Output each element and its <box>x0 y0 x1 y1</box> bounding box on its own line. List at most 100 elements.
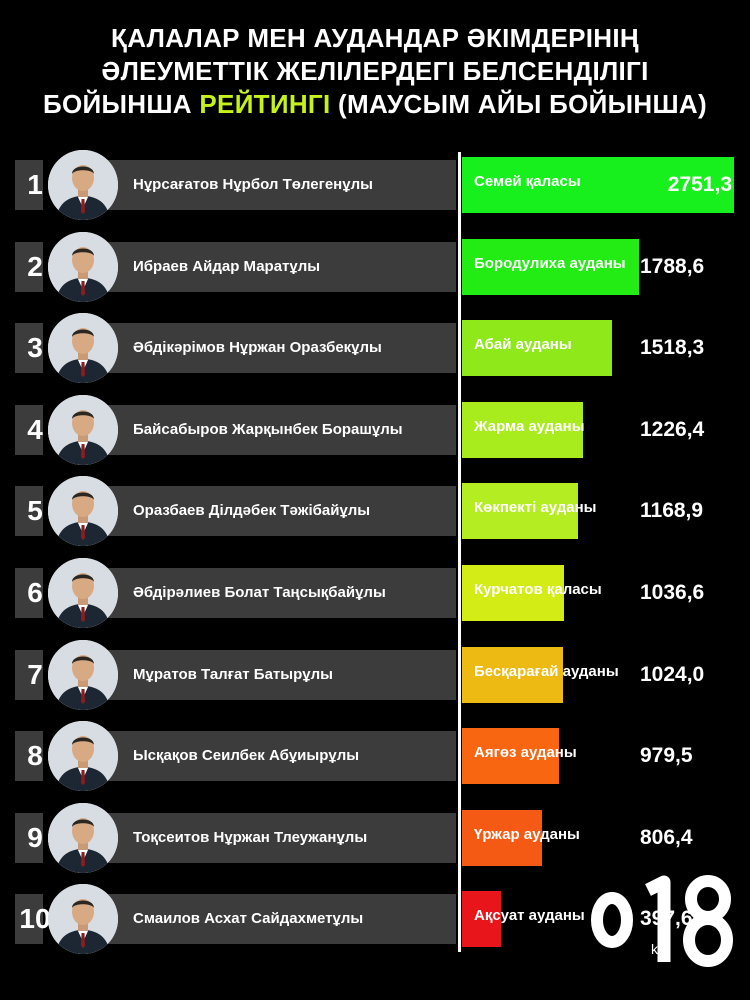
ranking-row: 3 Әбдікәрімов Нұржан Оразбекұлы Абай аудан… <box>0 313 750 383</box>
name-box <box>76 405 456 455</box>
district-label: Үржар ауданы <box>474 826 580 843</box>
rank-box <box>15 568 43 618</box>
rank-number: 10 <box>19 903 51 934</box>
ranking-row: 9 Тоқсеитов Нұржан Тлеужанұлы Үржар ауданы… <box>0 803 750 873</box>
logo-suffix: kz <box>651 941 665 957</box>
person-icon <box>48 803 118 873</box>
title-highlight: РЕЙТИНГІ <box>199 89 331 119</box>
value-label: 1024,0 <box>640 663 705 686</box>
chart-title: ҚАЛАЛАР МЕН АУДАНДАР ӘКІМДЕРІНІҢ ӘЛЕУМЕТ… <box>0 22 750 121</box>
rank-number: 4 <box>27 414 43 445</box>
value-bar <box>462 728 559 784</box>
rank-box <box>15 323 43 373</box>
title-line-2: ӘЛЕУМЕТТІК ЖЕЛІЛЕРДЕГІ БЕЛСЕНДІЛІГІ <box>101 56 649 86</box>
person-icon <box>48 232 118 302</box>
ranking-row: 4 Байсабыров Жарқынбек Борашұлы Жарма ауда… <box>0 395 750 465</box>
value-bar <box>462 483 578 539</box>
ranking-row: 6 Әбдірәлиев Болат Таңсықбайұлы Курчатов қ… <box>0 558 750 628</box>
name-box <box>76 568 456 618</box>
value-label: 979,5 <box>640 744 693 767</box>
official-name: Нұрсағатов Нұрбол Төлегенұлы <box>133 176 373 193</box>
value-label: 2751,3 <box>667 173 732 196</box>
chart-divider-line <box>458 152 461 952</box>
district-label: Семей қаласы <box>474 173 581 190</box>
avatar <box>48 232 118 302</box>
avatar <box>48 721 118 791</box>
title-line-3-start: БОЙЫНША <box>43 89 200 119</box>
value-bar <box>462 565 564 621</box>
person-icon <box>48 476 118 546</box>
avatar <box>48 476 118 546</box>
title-line-1: ҚАЛАЛАР МЕН АУДАНДАР ӘКІМДЕРІНІҢ <box>111 23 639 53</box>
rank-box <box>15 405 43 455</box>
ranking-row: 10 Смаилов Асхат Сайдахметұлы Ақсуат аудан… <box>0 884 750 954</box>
value-bar <box>462 647 563 703</box>
ranking-row: 8 Ысқақов Сеилбек Абұиырұлы Аягөз ауданы 97… <box>0 721 750 791</box>
district-label: Аягөз ауданы <box>474 744 577 761</box>
ranking-row: 1 Нұрсағатов Нұрбол Төлегенұлы Семей қалас… <box>0 150 750 220</box>
value-bar <box>462 891 501 947</box>
avatar <box>48 313 118 383</box>
value-label: 1036,6 <box>640 581 705 604</box>
value-label: 1518,3 <box>640 336 705 359</box>
rank-number: 6 <box>27 577 43 608</box>
ranking-row: 2 Ибраев Айдар Маратұлы Бородулиха ауданы 1… <box>0 232 750 302</box>
official-name: Оразбаев Ділдәбек Тәжібайұлы <box>133 502 371 519</box>
name-box <box>76 486 456 536</box>
district-label: Көкпекті ауданы <box>474 499 597 516</box>
name-box <box>76 323 456 373</box>
rank-number: 9 <box>27 822 43 853</box>
person-icon <box>48 640 118 710</box>
rank-number: 1 <box>27 169 43 200</box>
logo-018-icon <box>591 875 733 967</box>
value-bar <box>462 810 542 866</box>
ranking-row: 7 Мұратов Талғат Батырұлы Бесқарағай аудан… <box>0 640 750 710</box>
name-box <box>76 650 456 700</box>
official-name: Байсабыров Жарқынбек Борашұлы <box>133 421 403 438</box>
rank-number: 8 <box>27 740 43 771</box>
official-name: Смаилов Асхат Сайдахметұлы <box>133 910 364 927</box>
value-bar <box>462 320 612 376</box>
rank-number: 5 <box>27 495 43 526</box>
title-line-3-end: (МАУСЫМ АЙЫ БОЙЫНША) <box>330 89 707 119</box>
rank-number: 3 <box>27 332 43 363</box>
name-box <box>76 894 456 944</box>
rank-box <box>15 650 43 700</box>
person-icon <box>48 150 118 220</box>
rank-box <box>15 486 43 536</box>
name-box <box>76 813 456 863</box>
district-label: Жарма ауданы <box>474 418 585 435</box>
rank-box <box>15 894 43 944</box>
rank-number: 2 <box>27 251 43 282</box>
avatar <box>48 558 118 628</box>
district-label: Бесқарағай ауданы <box>474 663 619 680</box>
rank-box <box>15 160 43 210</box>
official-name: Мұратов Талғат Батырұлы <box>133 666 333 683</box>
value-bar <box>462 402 583 458</box>
official-name: Әбдірәлиев Болат Таңсықбайұлы <box>133 584 386 601</box>
person-icon <box>48 558 118 628</box>
value-label: 1226,4 <box>640 418 705 441</box>
title-line-3: БОЙЫНША РЕЙТИНГІ (МАУСЫМ АЙЫ БОЙЫНША) <box>0 88 750 121</box>
ranking-row: 5 Оразбаев Ділдәбек Тәжібайұлы Көкпекті ау… <box>0 476 750 546</box>
rank-number: 7 <box>27 659 43 690</box>
rank-box <box>15 731 43 781</box>
value-label: 806,4 <box>640 826 693 849</box>
official-name: Әбдікәрімов Нұржан Оразбекұлы <box>133 339 382 356</box>
value-label: 1788,6 <box>640 255 705 278</box>
name-box <box>76 242 456 292</box>
rank-box <box>15 813 43 863</box>
district-label: Ақсуат ауданы <box>474 907 585 924</box>
official-name: Тоқсеитов Нұржан Тлеужанұлы <box>133 829 368 846</box>
avatar <box>48 803 118 873</box>
avatar <box>48 395 118 465</box>
official-name: Ибраев Айдар Маратұлы <box>133 258 321 275</box>
person-icon <box>48 395 118 465</box>
rank-box <box>15 242 43 292</box>
name-box <box>76 160 456 210</box>
district-label: Курчатов қаласы <box>474 581 602 598</box>
person-icon <box>48 884 118 954</box>
name-box <box>76 731 456 781</box>
avatar <box>48 150 118 220</box>
district-label: Бородулиха ауданы <box>474 255 626 272</box>
